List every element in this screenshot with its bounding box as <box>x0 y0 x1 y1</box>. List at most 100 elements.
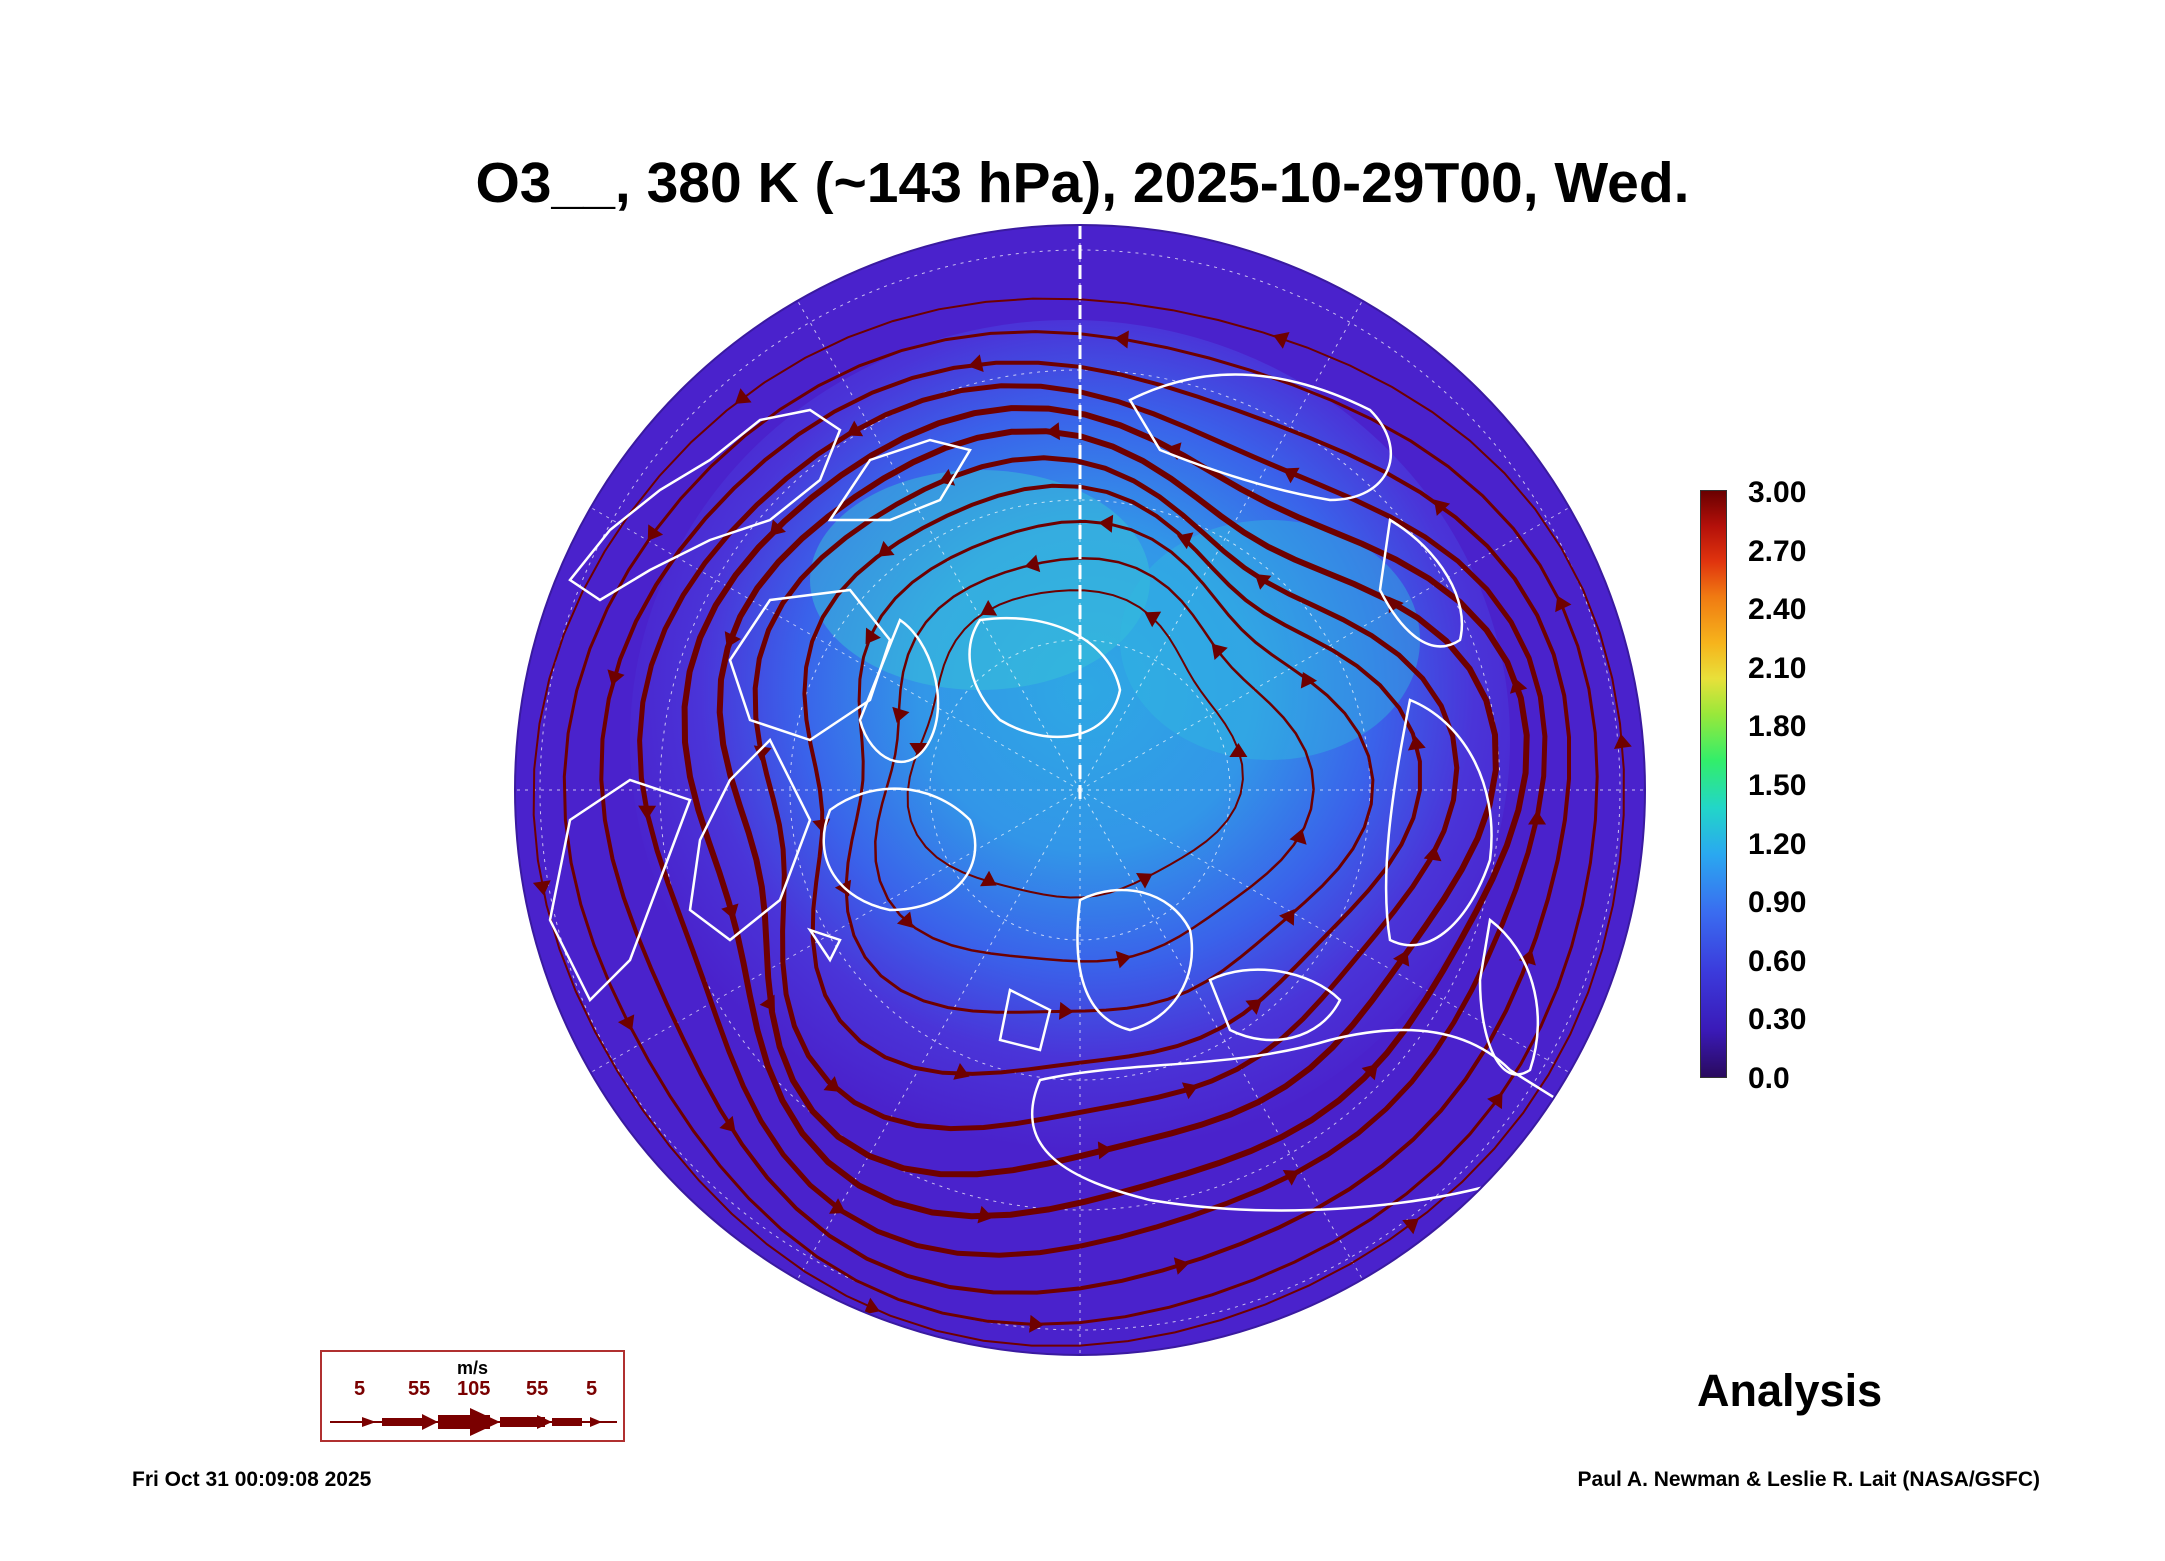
wind-legend-unit: m/s <box>456 1358 489 1378</box>
streamline-arrow <box>1029 1314 1044 1333</box>
streamline-arrow <box>1097 1141 1113 1160</box>
streamline-arrow <box>980 870 997 887</box>
streamline-arrow <box>953 1062 970 1080</box>
streamline-arrow <box>863 1297 880 1315</box>
colorbar-tick-label: 1.80 <box>1748 710 1807 744</box>
coastline <box>1378 517 1464 648</box>
colorbar-tick-label: 3.00 <box>1748 476 1807 509</box>
streamline-arrow <box>829 1198 846 1214</box>
coastline <box>998 988 1052 1052</box>
colorbar <box>1700 490 1727 1078</box>
wind-legend-label: 55 <box>526 1378 549 1400</box>
streamline-arrow <box>1518 949 1536 966</box>
wind-legend-label: 5 <box>586 1378 598 1400</box>
longitude-line <box>1079 296 1366 791</box>
streamline-arrow <box>1058 1001 1074 1020</box>
streamline-arrow <box>1300 671 1318 689</box>
wind-streamline <box>874 556 1315 963</box>
streamline-arrow <box>1613 733 1632 749</box>
streamline-arrow <box>647 524 664 542</box>
wind-streamline <box>716 428 1499 1178</box>
wind-legend-label: 105 <box>457 1378 491 1400</box>
colorbar-tick-label: 0.60 <box>1748 944 1807 978</box>
streamline-arrow <box>1181 1082 1199 1100</box>
streamline-arrow <box>1361 1063 1378 1081</box>
longitude-line <box>586 504 1081 791</box>
streamline-arrow <box>1388 596 1404 614</box>
colorbar-tick-label: 1.50 <box>1748 769 1807 802</box>
coastline <box>688 737 812 942</box>
coastline <box>827 438 972 522</box>
wind-streamline <box>752 455 1460 1132</box>
streamline-arrow <box>753 745 772 761</box>
longitude-line <box>794 296 1081 791</box>
streamline-arrow <box>769 519 786 536</box>
wind-streamlines <box>532 297 1632 1347</box>
streamline-arrow <box>878 540 895 557</box>
streamline-arrow <box>1211 643 1228 660</box>
streamline-arrow <box>1245 999 1262 1015</box>
streamline-arrow <box>1289 828 1307 845</box>
coastline <box>728 588 892 742</box>
streamline-arrow <box>1144 611 1162 628</box>
streamline-arrow <box>1402 1218 1419 1235</box>
coastline <box>1128 373 1393 502</box>
streamline-arrow <box>1433 499 1451 516</box>
streamline-arrow <box>719 1115 736 1133</box>
coastline <box>858 618 940 763</box>
coastline <box>568 408 842 602</box>
coastline <box>1076 888 1194 1032</box>
colorbar-tick-label: 0.30 <box>1748 1003 1807 1037</box>
footer-credit: Paul A. Newman & Leslie R. Lait (NASA/GS… <box>1577 1468 2040 1491</box>
streamline-arrow <box>1393 950 1410 967</box>
wind-streamline <box>532 297 1625 1347</box>
coastline <box>822 787 977 912</box>
streamline-arrow <box>892 706 910 723</box>
streamline-arrow <box>1254 574 1272 590</box>
longitude-line <box>586 789 1081 1076</box>
wind-legend-label: 5 <box>354 1378 366 1400</box>
streamline-arrow <box>1555 595 1572 613</box>
streamline-arrow <box>1024 554 1041 573</box>
streamline-arrow <box>532 880 551 896</box>
streamline-arrow <box>721 903 739 920</box>
wind-streamline <box>681 405 1530 1220</box>
streamline-arrow <box>823 1076 841 1092</box>
chart-title: O3__, 380 K (~143 hPa), 2025-10-29T00, W… <box>475 151 1690 215</box>
ozone-field <box>630 320 1510 1160</box>
coastline <box>1384 698 1493 947</box>
colorbar-tick-label: 2.40 <box>1748 593 1807 627</box>
streamline-arrow <box>1173 1257 1190 1275</box>
streamline-arrow <box>968 354 984 372</box>
footer-timestamp: Fri Oct 31 00:09:08 2025 <box>132 1468 372 1491</box>
streamline-arrow <box>724 631 741 648</box>
coastline <box>968 616 1122 739</box>
colorbar-tick-label: 2.70 <box>1748 534 1807 568</box>
wind-legend-label: 55 <box>408 1378 431 1400</box>
streamline-arrow <box>1273 332 1290 349</box>
colorbar-tick-label: 0.0 <box>1748 1062 1790 1095</box>
streamline-arrow <box>1098 514 1114 533</box>
streamline-arrow <box>617 1014 635 1031</box>
streamline-arrow <box>1177 532 1194 550</box>
streamline-arrow <box>1115 950 1132 969</box>
coastlines <box>548 373 1593 1212</box>
streamline-arrow <box>846 420 864 437</box>
wind-speed-legend: m/s 5 55 105 55 5 <box>320 1350 625 1442</box>
streamline-arrow <box>1487 1092 1503 1110</box>
streamline-arrow <box>896 911 914 928</box>
analysis-label: Analysis <box>1697 1365 1883 1416</box>
coastline <box>806 927 842 963</box>
streamline-arrow <box>1229 743 1248 757</box>
wind-streamline <box>844 519 1375 1014</box>
streamline-arrow <box>1282 467 1300 484</box>
streamline-arrow <box>1282 1169 1300 1186</box>
streamline-arrow <box>865 627 881 645</box>
latitude-circle <box>929 639 1231 941</box>
streamline-arrow <box>1510 677 1528 694</box>
streamline-arrow <box>1136 873 1153 889</box>
coastline <box>1478 917 1540 1076</box>
streamline-arrow <box>638 805 657 820</box>
streamline-arrow <box>980 600 998 616</box>
wind-streamline <box>562 330 1599 1326</box>
